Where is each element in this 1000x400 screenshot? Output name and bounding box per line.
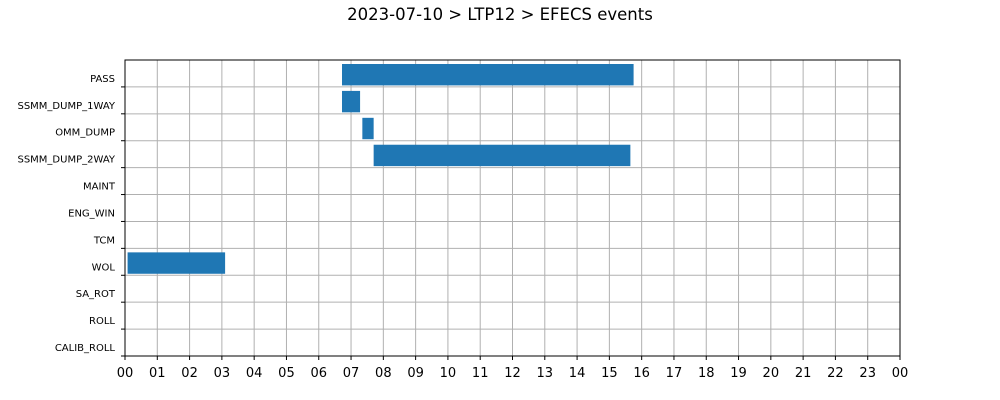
x-tick-label: 01 bbox=[149, 366, 166, 381]
y-category-label: OMM_DUMP bbox=[55, 128, 115, 139]
event-bar bbox=[342, 90, 361, 113]
bar-layer bbox=[127, 64, 634, 274]
x-tick-label: 20 bbox=[763, 366, 780, 381]
x-tick-label: 06 bbox=[310, 366, 327, 381]
y-axis: PASS SSMM_DUMP_1WAY OMM_DUMP SSMM_DUMP_2WAY… bbox=[17, 74, 125, 357]
grid-layer bbox=[124, 60, 901, 356]
x-tick-label: 05 bbox=[278, 366, 295, 381]
x-tick-label: 22 bbox=[827, 366, 844, 381]
y-category-label: ENG_WIN bbox=[68, 208, 115, 219]
x-tick-label: 11 bbox=[472, 366, 489, 381]
x-tick-label: 17 bbox=[666, 366, 683, 381]
event-bar bbox=[373, 144, 631, 167]
y-category-label: CALIB_ROLL bbox=[55, 343, 116, 354]
x-tick-label: 21 bbox=[795, 366, 812, 381]
x-tick-label: 18 bbox=[698, 366, 715, 381]
x-tick-label: 15 bbox=[601, 366, 618, 381]
x-tick-label: 23 bbox=[859, 366, 876, 381]
x-tick-label: 09 bbox=[407, 366, 424, 381]
x-tick-label: 19 bbox=[730, 366, 747, 381]
y-category-label: ROLL bbox=[89, 316, 115, 327]
x-tick-label: 04 bbox=[246, 366, 263, 381]
x-tick-label: 12 bbox=[504, 366, 521, 381]
x-tick-label: 14 bbox=[569, 366, 586, 381]
y-category-label: SA_ROT bbox=[76, 289, 116, 300]
event-bar bbox=[127, 252, 226, 274]
x-tick-label: 16 bbox=[633, 366, 650, 381]
x-tick-label: 08 bbox=[375, 366, 392, 381]
x-tick-label: 03 bbox=[214, 366, 231, 381]
chart-title: 2023-07-10 > LTP12 > EFECS events bbox=[347, 5, 653, 24]
y-category-label: TCM bbox=[93, 235, 115, 246]
event-bar bbox=[342, 64, 634, 86]
x-axis: 00 01 02 03 04 05 06 07 08 09 10 11 12 13 14 15 16 17 18 19… bbox=[117, 356, 909, 381]
y-category-label: MAINT bbox=[83, 182, 116, 193]
event-bar bbox=[362, 117, 374, 140]
x-tick-label: 13 bbox=[537, 366, 554, 381]
x-tick-label: 02 bbox=[181, 366, 198, 381]
x-tick-label: 10 bbox=[440, 366, 457, 381]
y-category-label: PASS bbox=[90, 74, 115, 85]
x-tick-label: 00 bbox=[117, 366, 134, 381]
y-category-label: SSMM_DUMP_1WAY bbox=[17, 101, 115, 112]
y-category-label: SSMM_DUMP_2WAY bbox=[17, 155, 115, 166]
x-tick-label: 00 bbox=[892, 366, 909, 381]
y-category-label: WOL bbox=[92, 262, 116, 273]
x-tick-label: 07 bbox=[343, 366, 360, 381]
